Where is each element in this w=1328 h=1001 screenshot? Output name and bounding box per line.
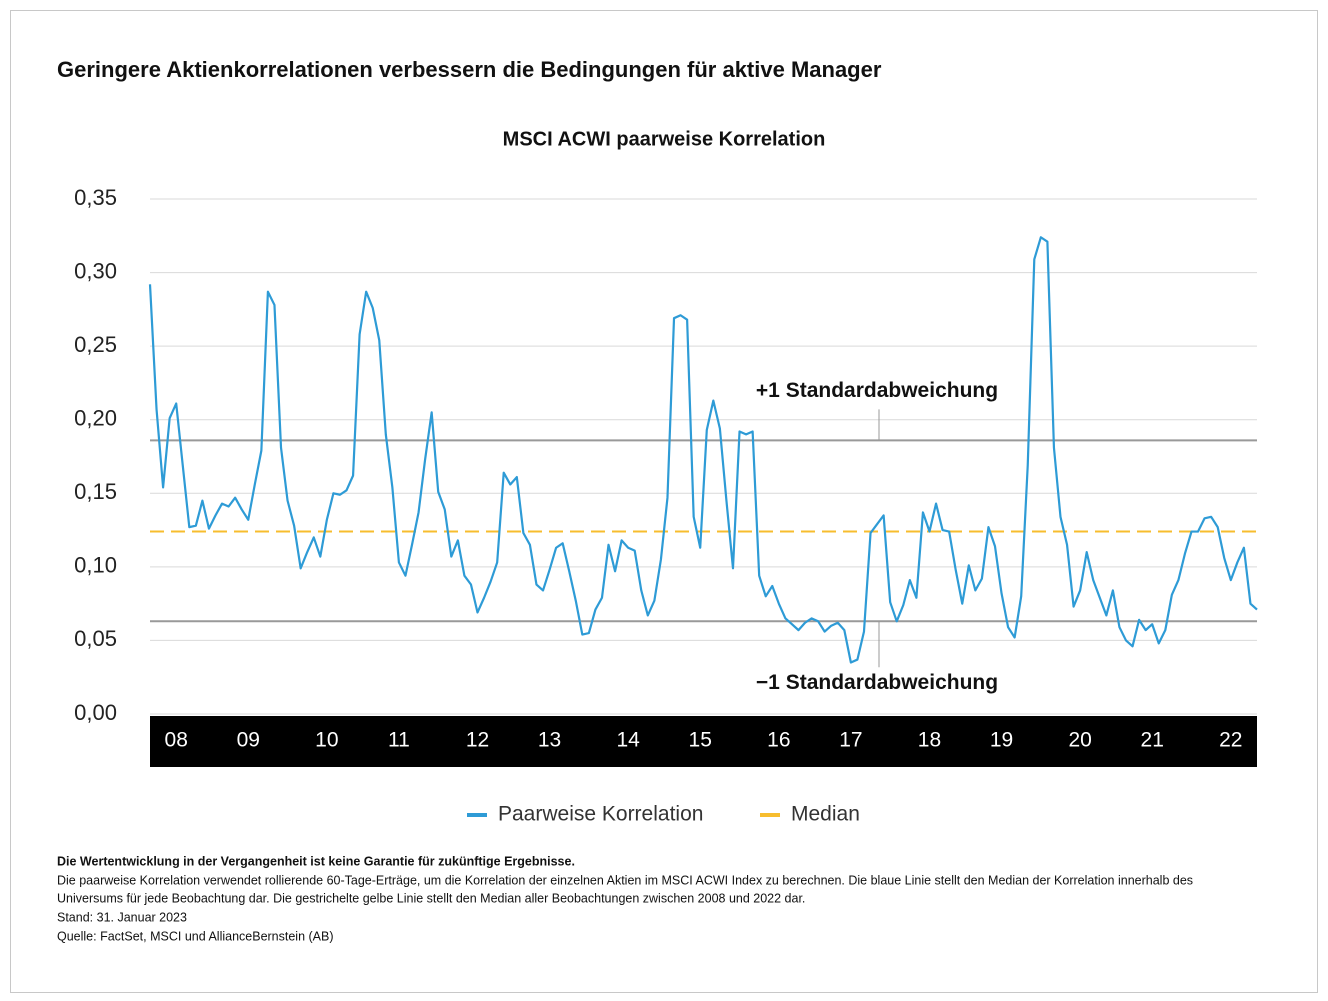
x-tick-label: 17 <box>839 729 862 752</box>
y-tick-label: 0,15 <box>74 479 117 504</box>
x-tick-label: 15 <box>689 729 712 752</box>
annotation: +1 Standardabweichung <box>756 379 998 402</box>
y-tick-label: 0,20 <box>74 406 117 431</box>
x-tick-label: 09 <box>237 729 260 752</box>
y-tick-label: 0,25 <box>74 332 117 357</box>
y-tick-label: 0,10 <box>74 553 117 578</box>
data-line <box>148 236 1258 664</box>
frame <box>10 10 1318 993</box>
x-axis-band <box>150 716 1257 767</box>
x-tick-label: 08 <box>165 729 188 752</box>
x-tick-label: 10 <box>315 729 338 752</box>
x-tick-label: 21 <box>1141 729 1164 752</box>
annotation: −1 Standardabweichung <box>756 671 998 694</box>
footnote: Die paarweise Korrelation verwendet roll… <box>57 873 1193 887</box>
legend-label: Paarweise Korrelation <box>498 803 703 826</box>
x-tick-label: 22 <box>1219 729 1242 752</box>
y-tick-label: 0,05 <box>74 626 117 651</box>
footnote: Quelle: FactSet, MSCI und AllianceBernst… <box>57 929 334 943</box>
x-tick-label: 20 <box>1068 729 1091 752</box>
footnote: Stand: 31. Januar 2023 <box>57 910 187 924</box>
x-tick-label: 16 <box>767 729 790 752</box>
chart-subtitle: MSCI ACWI paarweise Korrelation <box>503 128 826 150</box>
footnote: Die Wertentwicklung in der Vergangenheit… <box>57 854 575 868</box>
x-tick-label: 12 <box>466 729 489 752</box>
x-tick-label: 13 <box>538 729 561 752</box>
y-tick-label: 0,00 <box>74 700 117 725</box>
y-tick-label: 0,30 <box>74 258 117 283</box>
footnote: Universums für jede Beobachtung dar. Die… <box>57 891 805 905</box>
chart-title: Geringere Aktienkorrelationen verbessern… <box>57 57 882 82</box>
x-tick-label: 18 <box>918 729 941 752</box>
legend-label: Median <box>791 803 860 826</box>
x-tick-label: 11 <box>388 729 410 752</box>
x-tick-label: 19 <box>990 729 1013 752</box>
x-tick-label: 14 <box>616 729 640 752</box>
y-tick-label: 0,35 <box>74 185 117 210</box>
